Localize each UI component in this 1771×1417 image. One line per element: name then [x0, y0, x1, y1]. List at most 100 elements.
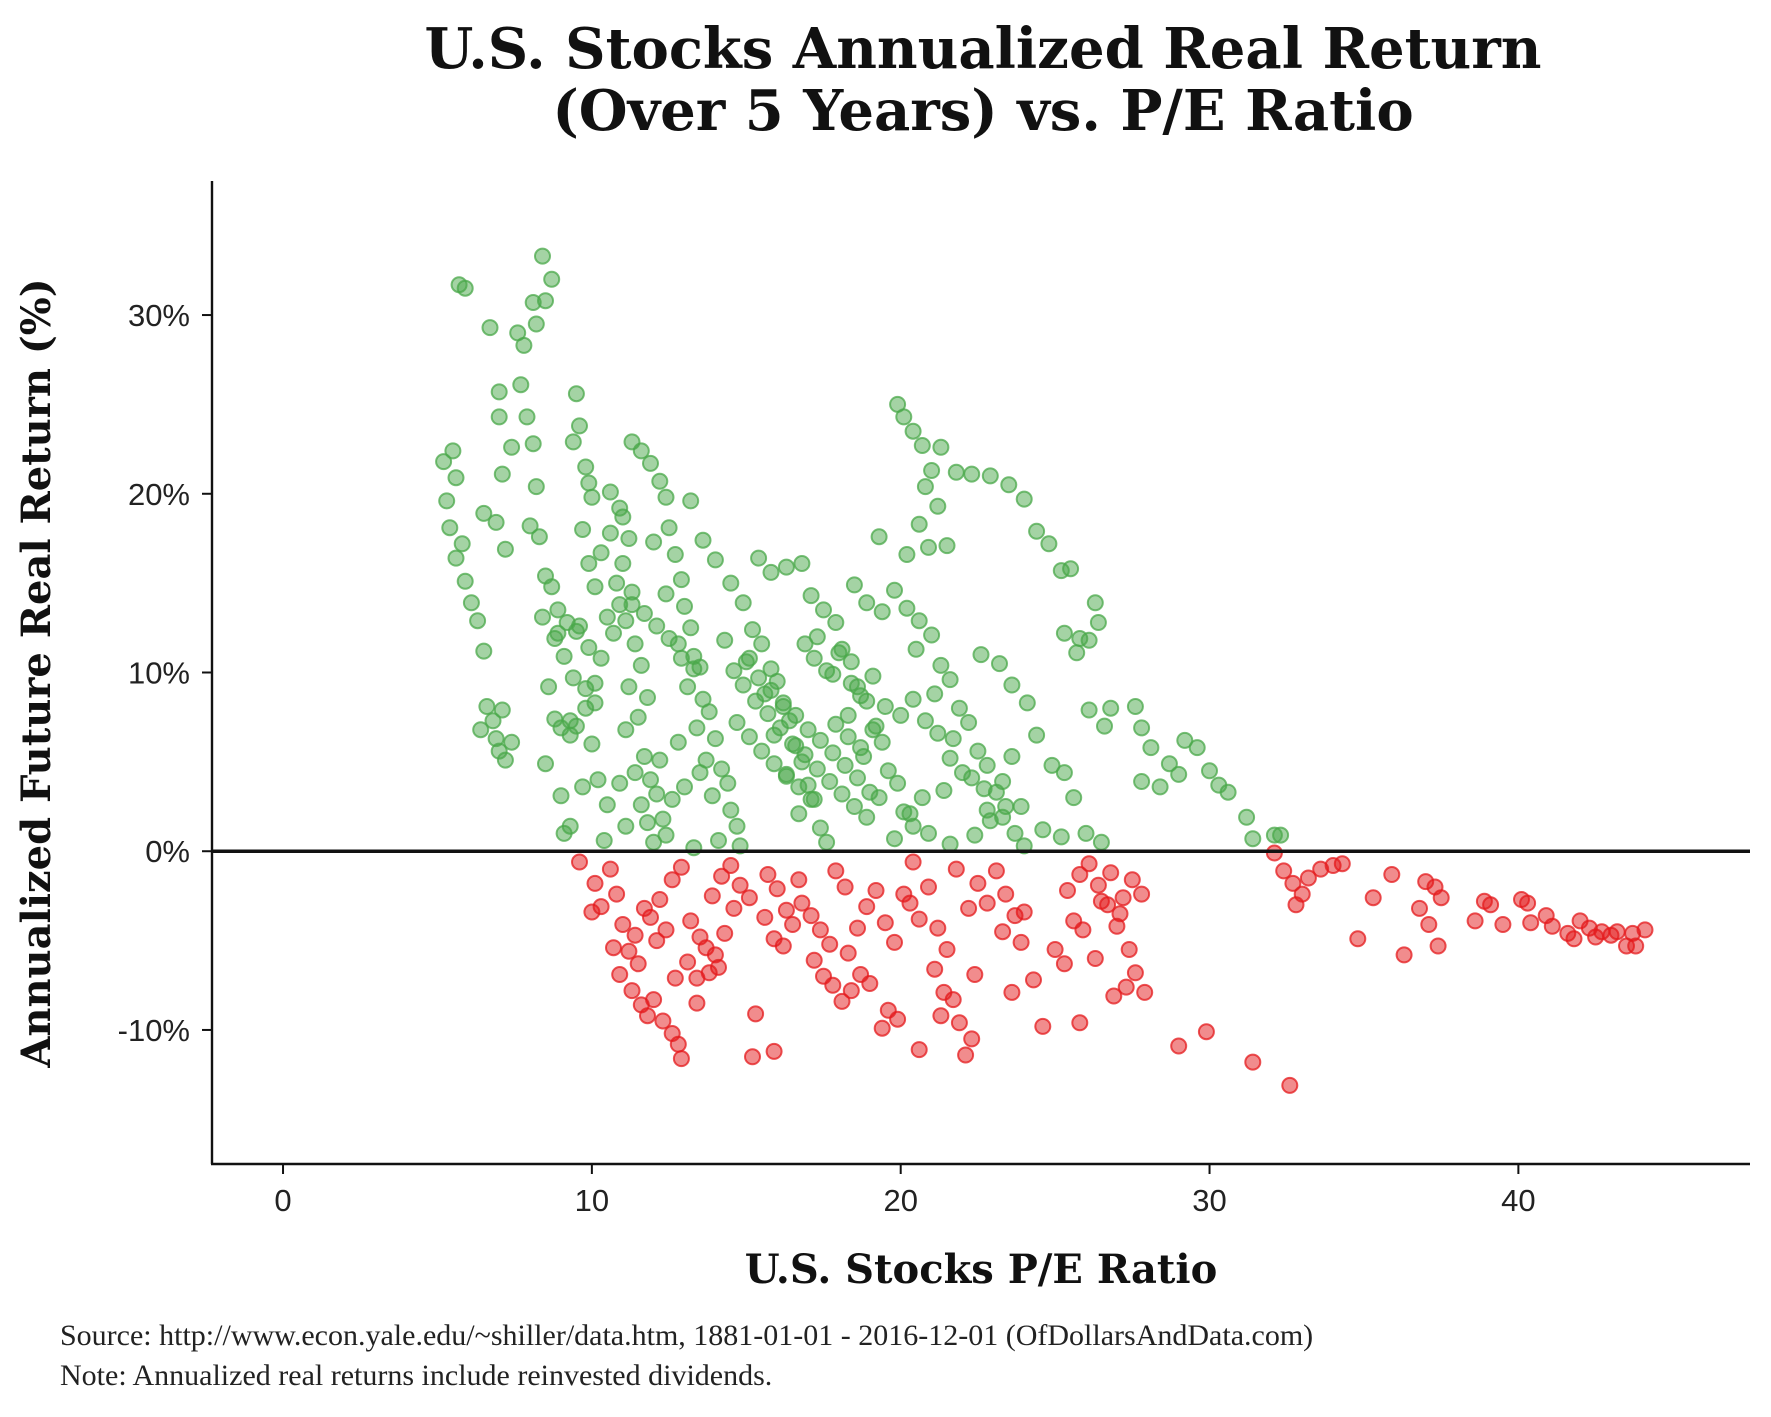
positive-return-point — [592, 649, 610, 667]
positive-return-point — [518, 408, 536, 426]
positive-return-point — [469, 612, 487, 630]
negative-return-point — [873, 1019, 891, 1037]
positive-return-point — [546, 630, 564, 647]
positive-return-point — [527, 315, 545, 333]
positive-return-point — [827, 715, 845, 733]
negative-return-point — [651, 891, 669, 908]
negative-return-point — [926, 960, 944, 978]
positive-return-point — [886, 581, 903, 599]
negative-return-point — [1636, 921, 1654, 939]
positive-return-point — [852, 687, 870, 705]
positive-return-point — [617, 612, 635, 630]
positive-return-point — [527, 478, 545, 496]
positive-return-point — [765, 755, 783, 773]
positive-return-point — [657, 488, 675, 506]
negative-return-point — [639, 1007, 656, 1025]
positive-return-point — [676, 778, 693, 796]
positive-return-point — [932, 656, 950, 674]
positive-return-point — [1003, 676, 1021, 694]
positive-return-point — [777, 558, 795, 576]
positive-return-point — [941, 749, 959, 767]
source-note: Source: http://www.econ.yale.edu/~shille… — [60, 1319, 1313, 1352]
positive-return-point — [435, 453, 453, 471]
y-tick-label: 0% — [145, 834, 190, 869]
positive-return-point — [836, 756, 854, 774]
positive-return-point — [935, 782, 953, 799]
positive-return-point — [685, 660, 703, 678]
positive-return-point — [1089, 614, 1107, 631]
positive-return-point — [583, 488, 601, 506]
positive-return-point — [753, 635, 771, 653]
positive-return-point — [1096, 717, 1113, 735]
positive-return-point — [601, 483, 619, 501]
negative-return-point — [1364, 889, 1382, 907]
positive-return-point — [737, 653, 755, 671]
positive-return-point — [972, 646, 990, 664]
positive-return-point — [895, 408, 913, 426]
negative-return-point — [867, 882, 885, 899]
negative-return-point — [997, 885, 1015, 903]
negative-return-point — [957, 1046, 975, 1064]
negative-return-point — [1133, 885, 1151, 903]
positive-return-point — [1015, 490, 1033, 508]
positive-return-point — [475, 504, 493, 522]
positive-return-point — [598, 796, 616, 814]
positive-return-point — [632, 656, 650, 674]
positive-return-point — [796, 635, 814, 653]
positive-return-point — [462, 594, 480, 612]
positive-return-point — [858, 594, 876, 612]
positive-return-point — [564, 669, 582, 687]
positive-return-point — [740, 728, 758, 746]
negative-return-point — [1102, 864, 1120, 882]
positive-return-point — [858, 808, 876, 826]
negative-return-point — [1395, 946, 1413, 964]
positive-return-point — [657, 826, 675, 844]
positive-return-point — [574, 521, 592, 538]
positive-return-point — [750, 669, 768, 687]
negative-return-point — [756, 908, 774, 926]
positive-return-point — [478, 698, 496, 715]
positive-return-point — [845, 576, 863, 594]
positive-return-point — [916, 478, 934, 496]
positive-return-point — [660, 630, 678, 647]
negative-return-point — [1349, 930, 1367, 948]
negative-return-point — [1170, 1037, 1188, 1055]
positive-return-point — [719, 774, 737, 792]
negative-return-point — [623, 982, 641, 1000]
negative-return-point — [679, 953, 697, 971]
positive-return-point — [744, 621, 761, 639]
x-tick-label: 10 — [575, 1183, 609, 1218]
positive-return-point — [1126, 698, 1144, 715]
positive-return-point — [892, 706, 910, 724]
positive-return-point — [614, 555, 632, 572]
positive-return-point — [598, 608, 616, 626]
negative-return-point — [978, 894, 996, 912]
chart-title-line-2: (Over 5 Years) vs. P/E Ratio — [552, 78, 1413, 144]
positive-return-point — [515, 336, 533, 354]
negative-return-point — [672, 1050, 690, 1068]
positive-return-point — [762, 563, 780, 581]
positive-return-point — [1133, 773, 1151, 790]
positive-return-point — [534, 247, 551, 265]
positive-return-point — [654, 810, 672, 828]
y-tick-label: -10% — [118, 1013, 190, 1048]
negative-return-point — [657, 921, 675, 939]
positive-return-point — [586, 694, 604, 712]
positive-return-point — [920, 538, 937, 556]
positive-return-point — [941, 671, 959, 689]
positive-return-point — [833, 785, 851, 803]
positive-return-point — [632, 796, 650, 814]
positive-return-point — [975, 780, 993, 798]
negative-return-point — [876, 914, 894, 932]
negative-return-point — [740, 889, 758, 907]
positive-return-point — [592, 544, 610, 562]
negative-return-point — [620, 942, 638, 960]
positive-return-point — [904, 690, 922, 708]
positive-return-point — [456, 279, 474, 297]
negative-return-point — [605, 939, 622, 957]
negative-return-point — [861, 975, 879, 992]
positive-return-point — [873, 733, 891, 751]
positive-return-point — [481, 319, 499, 337]
negative-return-point — [910, 1041, 928, 1059]
positive-return-point — [901, 805, 919, 823]
